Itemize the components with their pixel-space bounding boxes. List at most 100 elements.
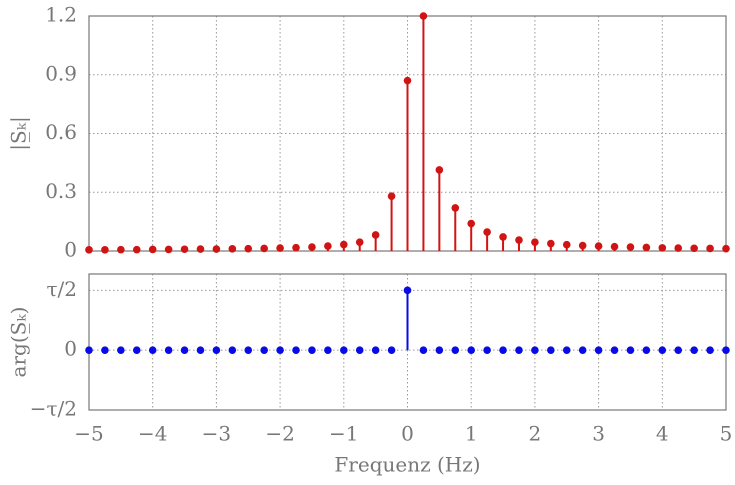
stem-marker <box>371 231 380 239</box>
stem-marker <box>578 241 587 250</box>
stem-marker <box>435 346 444 354</box>
y-tick-label: 0.3 <box>45 179 77 203</box>
stem-marker <box>562 240 571 249</box>
stem-marker <box>132 245 141 254</box>
stem-marker <box>706 244 714 253</box>
stem-marker <box>212 346 221 354</box>
stem-marker <box>324 242 332 250</box>
stem-marker <box>387 192 396 200</box>
stem-marker <box>626 346 635 354</box>
stem-marker <box>435 166 444 174</box>
stem-marker <box>403 76 412 85</box>
stem-marker <box>101 246 109 254</box>
stem-marker <box>180 245 189 254</box>
stem-marker <box>642 346 651 354</box>
x-tick-label: −4 <box>138 422 167 446</box>
stem-marker <box>403 286 412 295</box>
plot-frame <box>88 273 727 411</box>
stem-marker <box>658 346 667 354</box>
stem-marker <box>85 346 93 354</box>
stem-marker <box>292 243 300 252</box>
stem-marker <box>419 346 428 354</box>
stem-marker <box>228 346 237 354</box>
stem-marker <box>340 346 348 354</box>
stem-marker <box>658 244 667 252</box>
stem-marker <box>355 346 364 354</box>
stem-marker <box>594 242 603 250</box>
stem-marker <box>148 346 157 354</box>
stem-marker <box>324 346 332 354</box>
y-tick-label: 0.9 <box>45 61 77 85</box>
stem-marker <box>244 346 253 354</box>
stem-marker <box>196 346 205 354</box>
x-tick-label: 4 <box>656 422 669 446</box>
stem-marker <box>610 242 619 251</box>
stem-marker <box>499 346 507 354</box>
stem-marker <box>531 346 539 354</box>
x-axis-label: Frequenz (Hz) <box>334 453 480 477</box>
stem-marker <box>260 244 268 253</box>
stem-marker <box>547 239 555 248</box>
stem-marker <box>467 219 476 228</box>
y-tick-label: 0 <box>64 238 77 262</box>
stem-marker <box>308 346 316 354</box>
stem-marker <box>276 346 284 354</box>
stem-marker <box>515 236 523 244</box>
stem-marker <box>674 346 683 354</box>
stem-marker <box>164 245 173 254</box>
stem-marker <box>531 238 539 246</box>
x-tick-label: 0 <box>401 422 414 446</box>
stem-marker <box>451 204 460 212</box>
stem-marker <box>578 346 587 354</box>
stem-marker <box>547 346 555 354</box>
stem-marker <box>562 346 571 354</box>
stem-marker <box>483 228 491 236</box>
stem-marker <box>467 346 476 354</box>
stem-marker <box>196 245 205 253</box>
stem-marker <box>483 346 491 354</box>
stem-marker <box>180 346 189 354</box>
x-tick-label: −5 <box>74 422 103 446</box>
stem-marker <box>340 240 348 249</box>
stem-marker <box>228 245 237 253</box>
stem-marker <box>132 346 141 354</box>
stem-marker <box>117 245 125 254</box>
stem-marker <box>101 346 109 354</box>
stem-marker <box>244 244 253 253</box>
stem-marker <box>387 346 396 354</box>
stem-marker <box>419 12 428 20</box>
stem-marker <box>451 346 460 354</box>
stem-marker <box>117 346 125 354</box>
x-tick-label: −3 <box>202 422 231 446</box>
stem-marker <box>690 244 698 253</box>
y-tick-label: τ/2 <box>46 277 77 301</box>
x-tick-label: −1 <box>329 422 358 446</box>
y-axis-label: |S̲ₖ| <box>7 116 32 150</box>
y-axis-label: arg(S̲ₖ) <box>7 307 31 378</box>
x-tick-label: −2 <box>265 422 294 446</box>
y-tick-label: 1.2 <box>45 3 77 27</box>
stem-marker <box>610 346 619 354</box>
x-tick-label: 2 <box>529 422 542 446</box>
x-tick-label: 5 <box>720 422 733 446</box>
stem-marker <box>642 243 651 252</box>
stem-marker <box>706 346 714 354</box>
stem-marker <box>85 246 93 254</box>
stem-marker <box>515 346 523 354</box>
stem-marker <box>626 243 635 251</box>
x-tick-label: 3 <box>592 422 605 446</box>
stem-marker <box>260 346 268 354</box>
y-tick-label: −τ/2 <box>30 397 77 421</box>
stem-marker <box>722 244 730 253</box>
stem-marker <box>212 245 221 253</box>
stem-marker <box>722 346 730 354</box>
stem-marker <box>674 244 683 252</box>
stem-marker <box>355 238 364 246</box>
stem-marker <box>690 346 698 354</box>
stem-marker <box>148 245 157 254</box>
y-tick-label: 0 <box>64 337 77 361</box>
stem-marker <box>292 346 300 354</box>
stem-marker <box>371 346 380 354</box>
stem-marker <box>308 243 316 251</box>
y-tick-label: 0.6 <box>45 120 77 144</box>
